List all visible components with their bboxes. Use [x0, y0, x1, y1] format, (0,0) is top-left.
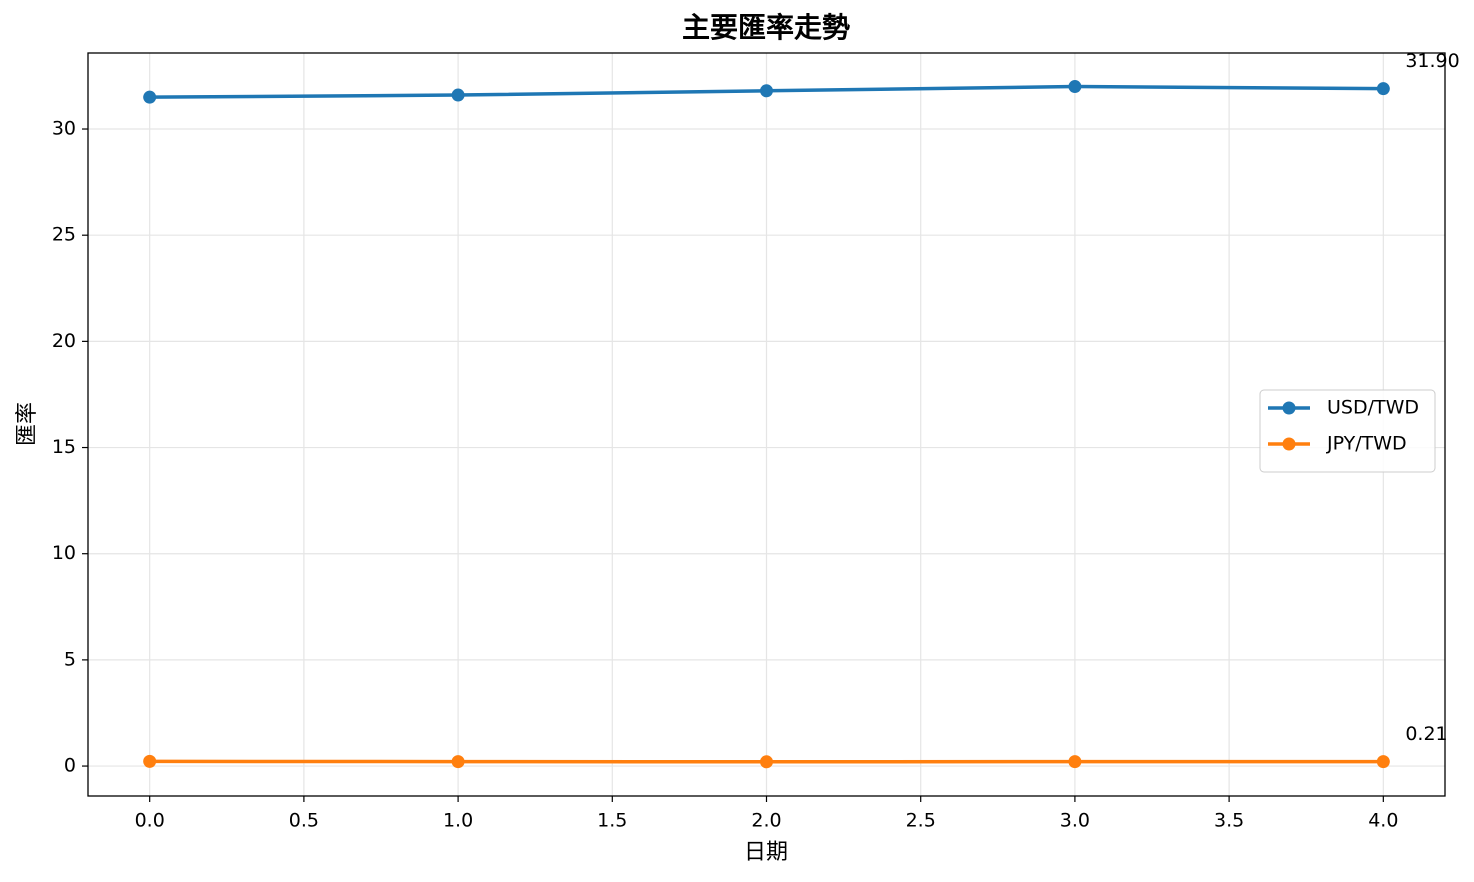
data-label: 31.90: [1405, 50, 1459, 72]
point: [760, 755, 773, 769]
point: [1376, 82, 1390, 96]
point: [1376, 755, 1390, 769]
y-tick-label: 5: [64, 648, 76, 670]
x-tick-label: 0.0: [135, 810, 165, 832]
y-tick-label: 0: [64, 755, 76, 777]
x-tick-label: 4.0: [1368, 810, 1398, 832]
point: [760, 84, 773, 98]
x-tick-label: 3.5: [1214, 810, 1244, 832]
point: [1068, 755, 1082, 769]
x-axis-label: 日期: [744, 840, 788, 865]
data-label: 0.21: [1405, 723, 1447, 745]
y-tick-label: 25: [52, 224, 76, 246]
point: [143, 754, 157, 768]
x-tick-label: 2.0: [751, 810, 781, 832]
chart-title: 主要匯率走勢: [682, 11, 850, 44]
plot-frame: [87, 52, 1446, 797]
x-tick-label: 2.5: [906, 810, 936, 832]
y-axis-label: 匯率: [15, 402, 40, 446]
y-tick-label: 15: [52, 436, 76, 458]
legend-marker: [1282, 437, 1296, 451]
point: [1068, 80, 1082, 94]
x-tick-label: 0.5: [289, 810, 319, 832]
legend-box: [1259, 389, 1436, 473]
y-tick-label: 20: [52, 330, 76, 352]
y-tick-label: 30: [52, 118, 76, 140]
y-tick-label: 10: [52, 542, 76, 564]
x-tick-label: 1.5: [597, 810, 627, 832]
legend-label: USD/TWD: [1327, 397, 1419, 419]
legend-marker: [1282, 401, 1296, 415]
point: [451, 88, 465, 102]
point: [143, 90, 157, 104]
legend-label: JPY/TWD: [1326, 433, 1407, 455]
x-tick-label: 1.0: [443, 810, 473, 832]
point: [451, 755, 465, 769]
x-tick-label: 3.0: [1060, 810, 1090, 832]
